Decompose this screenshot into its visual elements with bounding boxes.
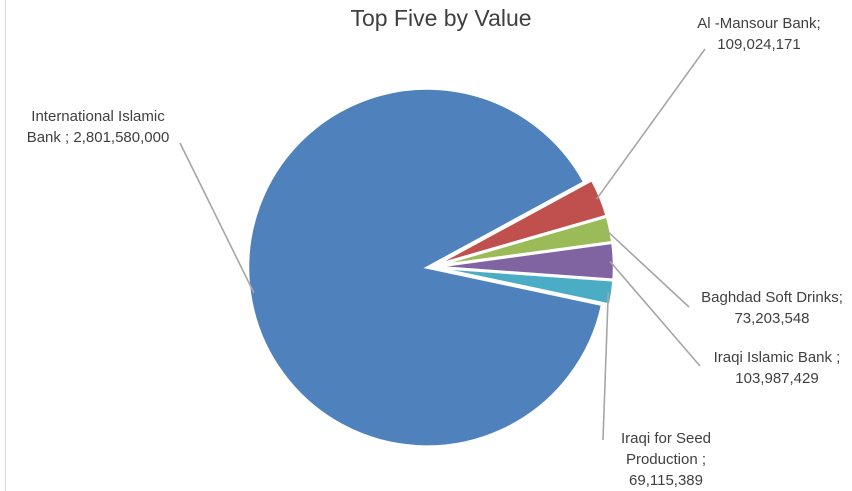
chart-title: Top Five by Value (350, 5, 531, 31)
pie-slice-0 (246, 87, 604, 448)
slice-label-line: 109,024,171 (717, 36, 800, 53)
slice-label-line: Baghdad Soft Drinks; (701, 289, 843, 306)
leader-line-4 (602, 292, 610, 441)
slice-label-line: Bank ; 2,801,580,000 (27, 129, 170, 146)
chart-border (5, 0, 6, 491)
slice-label-line: Iraqi Islamic Bank ; (714, 349, 841, 366)
slice-label-line: 73,203,548 (734, 310, 809, 327)
pie-slices (246, 87, 616, 448)
pie-slice-4 (434, 266, 615, 307)
leader-line-3 (609, 260, 701, 367)
slice-label-line: International Islamic (31, 108, 165, 125)
slice-label-3: Iraqi Islamic Bank ; 103,987,429 (714, 349, 841, 387)
leader-lines (179, 48, 706, 441)
slice-label-line: Production ; (626, 451, 706, 468)
slice-label-line: Iraqi for Seed (621, 430, 711, 447)
slice-label-line: Al -Mansour Bank; (697, 15, 820, 32)
slice-labels: International Islamic Bank ; 2,801,580,00… (27, 15, 843, 489)
leader-line-2 (605, 229, 690, 308)
leader-line-1 (595, 48, 706, 200)
slice-label-2: Baghdad Soft Drinks; 73,203,548 (701, 289, 843, 327)
leader-line-0 (179, 142, 255, 294)
slice-label-line: 69,115,389 (629, 472, 703, 489)
slice-label-0: International Islamic Bank ; 2,801,580,00… (27, 108, 170, 146)
slice-label-4: Iraqi for Seed Production ; 69,115,389 (621, 430, 711, 489)
slice-label-line: 103,987,429 (735, 370, 818, 387)
slice-label-1: Al -Mansour Bank; 109,024,171 (697, 15, 820, 53)
